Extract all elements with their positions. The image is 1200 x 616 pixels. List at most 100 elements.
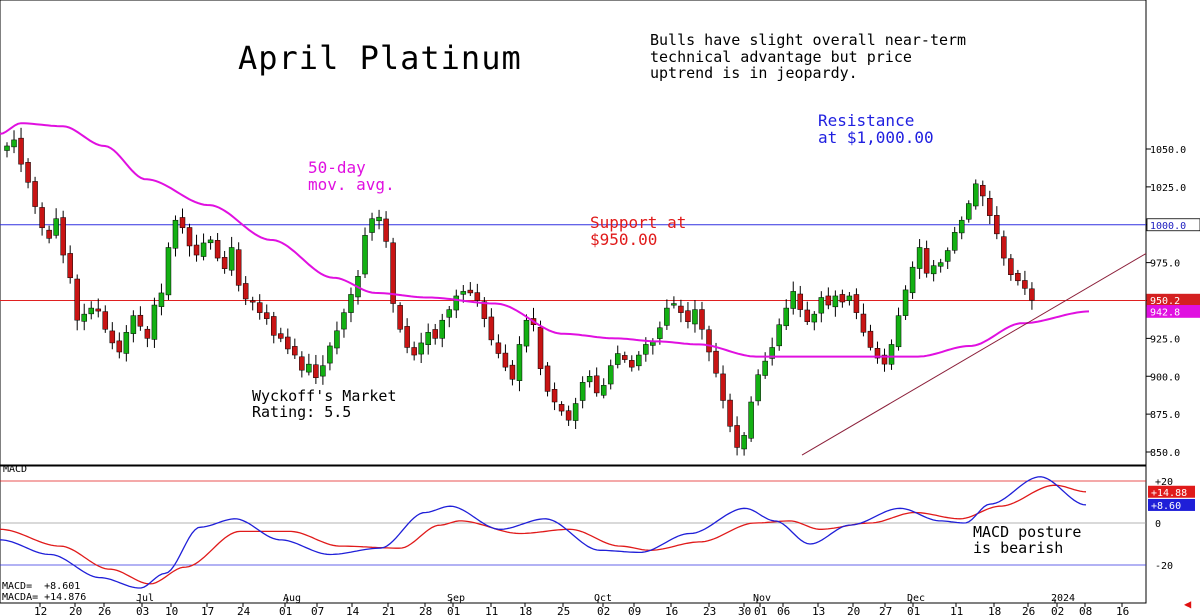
- up-candle: [158, 292, 165, 307]
- up-candle: [600, 385, 607, 396]
- down-candle: [593, 375, 600, 394]
- macd-frame: [0, 465, 1147, 604]
- down-candle: [67, 253, 73, 279]
- day-label: 30: [738, 605, 751, 616]
- day-label: 02: [597, 605, 610, 616]
- down-candle: [467, 289, 474, 294]
- up-candle: [327, 345, 333, 364]
- up-candle: [930, 265, 937, 275]
- up-candle: [909, 266, 916, 294]
- up-candle: [11, 139, 17, 148]
- down-candle: [804, 309, 811, 322]
- up-candle: [341, 312, 347, 330]
- day-label: 11: [950, 605, 963, 616]
- down-candle: [1001, 236, 1007, 259]
- up-candle: [228, 247, 235, 271]
- down-candle: [488, 316, 495, 341]
- up-candle: [769, 347, 775, 359]
- down-candle: [565, 410, 572, 421]
- down-candle: [137, 314, 144, 327]
- price-tick-label: 875.0: [1150, 410, 1180, 421]
- up-candle: [151, 304, 158, 340]
- up-candle: [123, 332, 130, 354]
- down-candle: [144, 328, 151, 339]
- uptrend-line: [801, 253, 1147, 456]
- price-tag-ma: 942.8: [1150, 307, 1180, 318]
- down-candle: [432, 329, 438, 339]
- up-candle: [748, 401, 754, 439]
- down-candle: [383, 218, 389, 242]
- macda-tag: +14.88: [1151, 488, 1187, 499]
- up-candle: [832, 295, 839, 308]
- up-candle: [951, 232, 958, 251]
- up-candle: [811, 313, 818, 323]
- down-candle: [109, 330, 116, 344]
- day-label: 12: [34, 605, 47, 616]
- day-label: 21: [382, 605, 395, 616]
- market-rating: Wyckoff's Market Rating: 5.5: [252, 387, 397, 421]
- axes: 850.0875.0900.0925.0950.0975.01000.01025…: [34, 145, 1200, 616]
- commentary-note: Bulls have slight overall near-term tech…: [650, 31, 967, 82]
- down-candle: [980, 184, 986, 197]
- down-candle: [263, 312, 270, 319]
- day-label: 18: [988, 605, 1001, 616]
- down-candle: [544, 365, 551, 392]
- down-candle: [551, 389, 558, 403]
- down-candle: [292, 346, 298, 356]
- up-candle: [572, 403, 579, 421]
- up-candle: [636, 354, 642, 367]
- down-candle: [179, 217, 186, 229]
- day-label: 01: [447, 605, 460, 616]
- down-candle: [285, 336, 291, 350]
- price-tag-resistance: 1000.0: [1150, 221, 1186, 232]
- down-candle: [193, 244, 200, 256]
- day-label: 10: [165, 605, 178, 616]
- macd-tag: +8.60: [1151, 501, 1181, 512]
- down-candle: [537, 326, 544, 369]
- up-candle: [614, 353, 621, 365]
- day-label: 01: [907, 605, 920, 616]
- month-label: Jul: [136, 593, 154, 604]
- macd-line: [0, 476, 1087, 589]
- support-label: Support at $950.00: [590, 213, 687, 249]
- down-candle: [390, 242, 396, 304]
- up-candle: [376, 216, 382, 222]
- day-label: 14: [346, 605, 360, 616]
- up-candle: [664, 307, 670, 326]
- month-label: Dec: [907, 593, 925, 604]
- up-candle: [790, 291, 796, 309]
- down-candle: [249, 300, 256, 303]
- down-candle: [60, 217, 66, 256]
- macd-panel-title: MACD: [3, 464, 28, 475]
- up-candle: [320, 365, 326, 377]
- macd-panel: [0, 465, 1147, 604]
- up-candle: [916, 247, 923, 269]
- day-label: 07: [311, 605, 324, 616]
- up-candle: [818, 297, 825, 314]
- day-label: 01: [754, 605, 767, 616]
- down-candle: [994, 215, 1000, 235]
- up-candle: [755, 374, 761, 402]
- up-candle: [958, 219, 965, 234]
- down-candle: [74, 278, 80, 321]
- month-label: Sep: [447, 593, 465, 604]
- price-tick-label: 850.0: [1150, 448, 1180, 459]
- moving-average-line: [0, 122, 1090, 358]
- down-candle: [1008, 258, 1014, 275]
- day-label: 09: [628, 605, 641, 616]
- day-label: 01: [279, 605, 292, 616]
- up-candle: [902, 289, 909, 316]
- down-candle: [874, 348, 881, 359]
- down-candle: [278, 333, 284, 339]
- price-tag-box: [1146, 305, 1200, 318]
- down-candle: [235, 249, 242, 286]
- down-candle: [1022, 280, 1028, 289]
- down-candle: [102, 311, 109, 330]
- down-candle: [214, 240, 221, 259]
- macd-tick-label: -20: [1155, 561, 1173, 572]
- down-candle: [825, 295, 832, 306]
- down-candle: [713, 350, 719, 374]
- up-candle: [453, 295, 460, 311]
- up-candle: [306, 363, 312, 373]
- scroll-arrow-icon[interactable]: ◀: [1184, 597, 1192, 611]
